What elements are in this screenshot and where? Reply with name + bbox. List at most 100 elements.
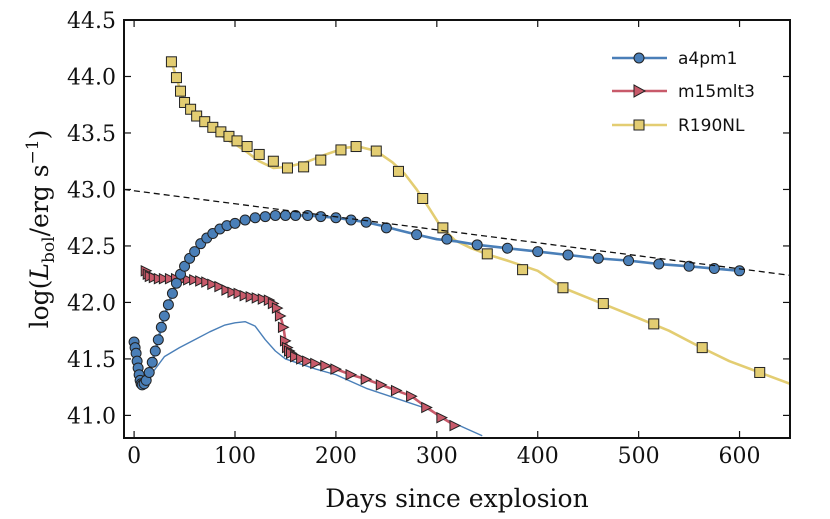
data-point-r190nl [481, 248, 493, 260]
data-point-m15mlt3 [164, 272, 177, 285]
data-point-m15mlt3 [158, 272, 171, 285]
data-point-r190nl [315, 154, 327, 166]
data-point-a4pm1 [653, 258, 665, 270]
data-point-m15mlt3 [320, 359, 332, 372]
x-tick-label: 500 [618, 444, 660, 469]
data-point-a4pm1 [162, 299, 174, 311]
series-line-unlabeled-thin-line [141, 320, 483, 437]
data-point-m15mlt3 [436, 411, 448, 424]
y-tick-label: 44.5 [67, 9, 116, 34]
x-tick-label: 300 [416, 444, 458, 469]
data-point-m15mlt3 [330, 363, 343, 375]
data-point-m15mlt3 [214, 280, 226, 293]
data-point-r190nl [199, 116, 211, 128]
data-point-a4pm1 [249, 212, 261, 224]
data-point-a4pm1 [411, 229, 423, 241]
data-point-a4pm1 [360, 216, 372, 228]
y-tick-label: 44.0 [67, 65, 116, 90]
x-tick-label: 200 [315, 444, 357, 469]
data-point-a4pm1 [152, 334, 164, 346]
plot-background [124, 20, 790, 438]
data-point-r190nl [241, 141, 253, 153]
svg-text:R190NL: R190NL [678, 116, 745, 136]
data-point-r190nl [754, 366, 766, 378]
data-point-a4pm1 [501, 242, 513, 254]
data-point-r190nl [298, 161, 310, 173]
data-point-r190nl [191, 110, 203, 122]
x-tick-label: 600 [719, 444, 761, 469]
data-point-r190nl [517, 264, 529, 276]
data-point-a4pm1 [315, 211, 327, 223]
data-point-a4pm1 [143, 366, 155, 378]
y-tick-label: 42.5 [67, 235, 116, 260]
data-point-a4pm1 [380, 222, 392, 234]
plot-frame [123, 19, 791, 439]
data-point-a4pm1 [302, 209, 314, 221]
data-point-m15mlt3 [239, 289, 252, 302]
data-point-a4pm1 [441, 233, 453, 245]
data-point-m15mlt3 [195, 275, 207, 287]
data-point-m15mlt3 [345, 368, 358, 381]
data-point-r190nl [350, 141, 362, 153]
data-point-r190nl [370, 145, 382, 157]
data-point-a4pm1 [623, 255, 635, 267]
data-point-a4pm1 [532, 246, 544, 258]
data-point-a4pm1 [166, 287, 178, 299]
data-point-a4pm1 [269, 209, 281, 221]
x-tick-label: 0 [127, 444, 141, 469]
data-point-a4pm1 [330, 212, 342, 224]
data-point-a4pm1 [158, 310, 170, 322]
data-point-a4pm1 [708, 263, 720, 275]
x-axis-label: Days since explosion [325, 484, 588, 513]
data-point-r190nl [281, 162, 293, 174]
svg-text:a4pm1: a4pm1 [678, 49, 737, 69]
data-point-r190nl [648, 318, 660, 330]
data-point-r190nl [417, 192, 429, 204]
legend-entry-a4pm1: a4pm1 [612, 49, 737, 69]
data-point-r190nl [267, 155, 279, 167]
data-point-a4pm1 [189, 246, 201, 258]
data-point-r190nl [696, 342, 708, 354]
data-point-m15mlt3 [251, 292, 264, 304]
legend-entry-R190NL: R190NL [612, 116, 745, 136]
data-point-r190nl [231, 135, 243, 147]
legend-entry-m15mlt3: m15mlt3 [612, 82, 755, 102]
data-point-a4pm1 [239, 214, 251, 226]
y-tick-label: 41.0 [67, 404, 116, 429]
data-point-m15mlt3 [421, 401, 433, 414]
data-point-m15mlt3 [227, 286, 240, 299]
y-tick-label: 41.5 [67, 348, 116, 373]
data-point-r190nl [170, 72, 182, 84]
data-point-a4pm1 [170, 277, 182, 289]
data-point-r190nl [335, 144, 347, 156]
data-point-a4pm1 [734, 265, 746, 277]
svg-text:m15mlt3: m15mlt3 [678, 82, 755, 102]
data-point-m15mlt3 [390, 384, 403, 397]
data-point-m15mlt3 [274, 310, 287, 322]
data-point-m15mlt3 [296, 353, 308, 365]
data-point-m15mlt3 [360, 373, 373, 386]
series-line-dashed-reference-line [124, 188, 790, 276]
data-point-m15mlt3 [221, 284, 234, 296]
data-point-m15mlt3 [449, 419, 462, 432]
data-point-m15mlt3 [189, 274, 201, 286]
x-tick-label: 100 [214, 444, 256, 469]
data-point-m15mlt3 [277, 321, 290, 334]
data-point-r190nl [597, 298, 609, 310]
y-tick-label: 42.0 [67, 291, 116, 316]
data-point-m15mlt3 [271, 302, 284, 314]
data-point-m15mlt3 [310, 357, 322, 370]
data-point-r190nl [392, 165, 404, 177]
y-tick-label: 43.5 [67, 122, 116, 147]
data-point-m15mlt3 [233, 287, 246, 300]
data-point-a4pm1 [683, 260, 695, 272]
data-point-r190nl [179, 96, 191, 108]
data-point-a4pm1 [290, 209, 302, 221]
data-point-m15mlt3 [406, 390, 418, 403]
data-point-r190nl [557, 282, 569, 294]
data-point-r190nl [437, 222, 449, 234]
data-point-m15mlt3 [207, 278, 219, 291]
data-point-a4pm1 [149, 345, 161, 357]
data-point-m15mlt3 [302, 355, 314, 367]
